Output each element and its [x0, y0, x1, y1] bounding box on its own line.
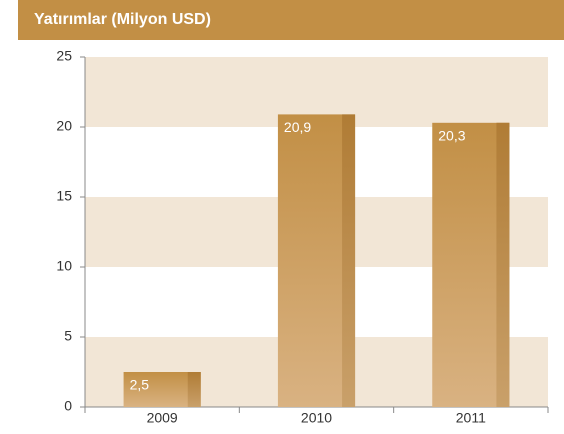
y-tick-label: 5 — [64, 328, 72, 344]
y-tick-label: 15 — [56, 188, 72, 204]
header-bar — [18, 0, 564, 40]
value-label: 20,9 — [284, 119, 311, 135]
bar-side — [496, 122, 510, 408]
y-tick-label: 0 — [64, 398, 72, 414]
value-label: 20,3 — [438, 128, 465, 144]
x-tick-label: 2011 — [456, 410, 486, 426]
x-tick-label: 2010 — [301, 410, 332, 426]
x-tick-label: 2009 — [147, 410, 178, 426]
bar-side — [187, 372, 201, 407]
chart-title: Yatırımlar (Milyon USD) — [34, 11, 211, 28]
y-tick-label: 25 — [56, 48, 72, 64]
bar-side — [342, 114, 356, 408]
y-tick-label: 20 — [56, 118, 72, 134]
y-tick-label: 10 — [56, 258, 72, 274]
value-label: 2,5 — [130, 377, 150, 393]
